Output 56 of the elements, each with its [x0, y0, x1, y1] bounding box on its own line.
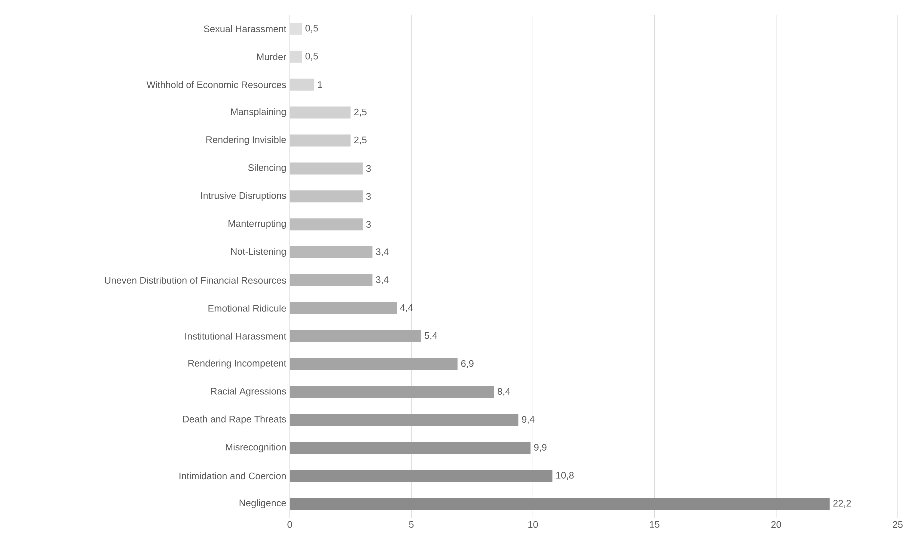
x-tick-label: 5 [409, 521, 414, 528]
x-tick-label: 15 [650, 521, 660, 528]
y-tick-label: Murder [257, 53, 286, 60]
y-tick-label: Sexual Harassment [204, 25, 287, 32]
bar [290, 302, 398, 314]
data-label: 8,4 [498, 388, 510, 396]
bar [290, 162, 363, 175]
y-tick-label: Withhold of Economic Resources [146, 81, 286, 88]
x-tick-label: 10 [528, 521, 538, 528]
bar [290, 386, 494, 398]
data-label: 3 [366, 165, 372, 172]
data-label: 9,4 [522, 416, 535, 424]
bar [290, 414, 519, 426]
bar [290, 498, 830, 510]
data-label: 3,4 [376, 276, 389, 284]
y-tick-label: Emotional Ridicule [208, 304, 286, 312]
x-tick-label: 0 [288, 521, 292, 528]
x-tick-label: 20 [772, 521, 782, 528]
y-tick-label: Rendering Invisible [206, 136, 286, 146]
bar [290, 358, 458, 370]
data-label: 9,9 [534, 444, 547, 452]
data-label: 5,4 [424, 332, 438, 340]
y-tick-label: Death and Rape Threats [183, 416, 286, 425]
y-tick-label: Rendering Incompetent [188, 360, 287, 369]
y-tick-label: Institutional Harassment [186, 332, 287, 340]
y-tick-label: Uneven Distribution of Financial Resources [105, 276, 286, 284]
y-tick-label: Silencing [248, 164, 286, 174]
y-tick-label: Negligence [240, 500, 286, 508]
y-tick-label: Misrecognition [226, 444, 286, 453]
data-label: 0,5 [306, 25, 318, 33]
data-label: 3,4 [376, 248, 389, 256]
x-tick-label: 25 [893, 521, 903, 528]
y-tick-label: Intimidation and Coercion [180, 472, 286, 480]
data-label: 1 [318, 82, 322, 88]
data-label: 2,5 [354, 108, 367, 117]
bar [290, 218, 363, 231]
bar [290, 134, 351, 147]
data-label: 2,5 [354, 136, 367, 145]
data-label: 10,8 [556, 472, 574, 480]
y-tick-label: Mansplaining [231, 108, 286, 118]
y-tick-label: Manterrupting [228, 220, 286, 230]
data-label: 0,5 [306, 52, 318, 61]
bar [290, 274, 373, 286]
bar [290, 246, 373, 259]
data-label: 6,9 [462, 360, 474, 368]
y-tick-label: Intrusive Disruptions [201, 192, 286, 202]
bar [290, 470, 553, 482]
data-label: 3 [366, 221, 372, 228]
bar [290, 330, 422, 342]
bar [290, 190, 363, 203]
y-tick-label: Racial Agressions [211, 388, 286, 397]
data-label: 22,2 [834, 500, 852, 508]
data-label: 3 [366, 193, 372, 200]
y-tick-label: Not-Listening [231, 248, 286, 257]
bar [290, 442, 531, 454]
data-label: 4,4 [400, 304, 414, 312]
